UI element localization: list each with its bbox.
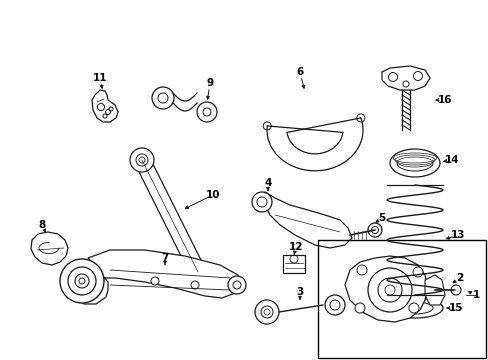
Polygon shape <box>345 256 427 322</box>
Circle shape <box>189 263 206 281</box>
Text: 11: 11 <box>93 73 107 83</box>
Bar <box>317 240 485 358</box>
Circle shape <box>367 268 411 312</box>
Circle shape <box>75 274 89 288</box>
Text: 15: 15 <box>448 303 462 313</box>
Text: 8: 8 <box>38 220 45 230</box>
Text: 5: 5 <box>378 213 385 223</box>
Circle shape <box>377 278 401 302</box>
Circle shape <box>152 87 174 109</box>
Polygon shape <box>135 157 205 275</box>
Polygon shape <box>424 275 444 305</box>
Circle shape <box>412 267 422 277</box>
Polygon shape <box>74 250 240 304</box>
Circle shape <box>367 223 381 237</box>
Text: 2: 2 <box>455 273 463 283</box>
Text: 9: 9 <box>206 78 213 88</box>
Circle shape <box>158 93 168 103</box>
Circle shape <box>197 102 217 122</box>
Circle shape <box>257 197 266 207</box>
Circle shape <box>408 303 418 313</box>
Circle shape <box>354 303 364 313</box>
Bar <box>283 255 305 273</box>
Text: 13: 13 <box>450 230 464 240</box>
Circle shape <box>68 267 96 295</box>
Text: 3: 3 <box>296 287 303 297</box>
Circle shape <box>136 154 148 166</box>
Circle shape <box>325 295 345 315</box>
Text: 10: 10 <box>205 190 220 200</box>
Circle shape <box>227 276 245 294</box>
Circle shape <box>251 192 271 212</box>
Circle shape <box>261 306 272 318</box>
Text: 7: 7 <box>161 253 168 263</box>
Text: 14: 14 <box>444 155 458 165</box>
Polygon shape <box>92 90 118 122</box>
Text: 1: 1 <box>471 290 479 300</box>
Circle shape <box>151 277 159 285</box>
Polygon shape <box>381 66 429 90</box>
Circle shape <box>329 300 339 310</box>
Polygon shape <box>260 192 351 248</box>
Polygon shape <box>31 232 68 265</box>
Text: 6: 6 <box>296 67 303 77</box>
Circle shape <box>191 281 199 289</box>
Circle shape <box>450 285 460 295</box>
Circle shape <box>130 148 154 172</box>
Text: 16: 16 <box>437 95 451 105</box>
Text: 4: 4 <box>264 178 271 188</box>
Circle shape <box>254 300 279 324</box>
Circle shape <box>60 259 104 303</box>
Text: 12: 12 <box>288 242 303 252</box>
Circle shape <box>203 108 210 116</box>
Circle shape <box>356 265 366 275</box>
